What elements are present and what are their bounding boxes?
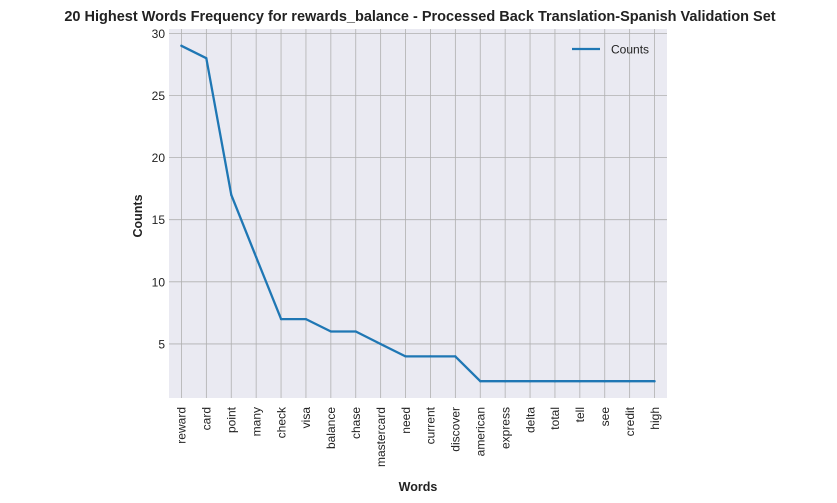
x-tick-label: mastercard [374,407,388,467]
x-tick-label: point [224,406,238,433]
data-point [255,255,258,259]
x-tick-label: many [249,407,263,436]
plot-area [169,29,667,398]
x-tick-label: tell [573,407,587,422]
x-tick-label: delta [523,407,537,433]
data-point [454,355,457,358]
data-point [230,193,233,196]
data-point [628,380,631,383]
x-tick-label: see [598,407,612,427]
series-line-counts [180,44,656,383]
y-axis-label: Counts [131,194,145,237]
x-tick-label: express [498,407,512,449]
data-point [603,380,606,383]
legend-label-counts: Counts [611,43,649,57]
series-points [180,44,656,383]
x-tick-label: balance [324,407,338,449]
y-tick-label: 25 [152,89,166,103]
data-point [329,330,332,333]
data-point [304,318,308,321]
data-point [205,57,208,60]
x-tick-label: chase [349,407,363,439]
x-tick-label: check [274,406,288,438]
data-point [578,380,581,383]
data-point [479,380,482,383]
x-tick-label: american [473,407,487,456]
x-tick-label: credit [623,406,637,436]
x-tick-label: card [200,407,214,430]
data-point [354,330,357,333]
data-point [379,342,382,346]
x-axis-ticks: reward card point many check visa balance chase… [175,406,662,467]
data-point [553,380,557,383]
x-tick-label: high [648,407,662,430]
x-tick-label: need [399,407,413,434]
data-point [504,380,507,383]
grid-lines [169,29,667,398]
x-axis-label: Words [399,480,438,494]
y-tick-label: 5 [158,337,165,351]
x-tick-label: current [424,406,438,444]
y-tick-label: 15 [152,213,166,227]
data-point [180,44,183,47]
x-tick-label: total [548,407,562,430]
data-point [404,355,407,358]
y-tick-label: 10 [152,275,166,289]
x-tick-label: discover [449,407,463,452]
y-axis-ticks: 5 10 15 20 25 30 [152,27,166,352]
data-point [279,318,283,321]
legend: Counts [572,43,649,57]
y-tick-label: 20 [152,151,166,165]
chart-title: 20 Highest Words Frequency for rewards_b… [64,9,775,25]
x-tick-label: visa [299,407,313,429]
data-point [653,380,656,383]
data-point [528,380,532,383]
y-tick-label: 30 [152,27,166,41]
data-point [429,355,432,358]
x-tick-label: reward [175,407,189,444]
